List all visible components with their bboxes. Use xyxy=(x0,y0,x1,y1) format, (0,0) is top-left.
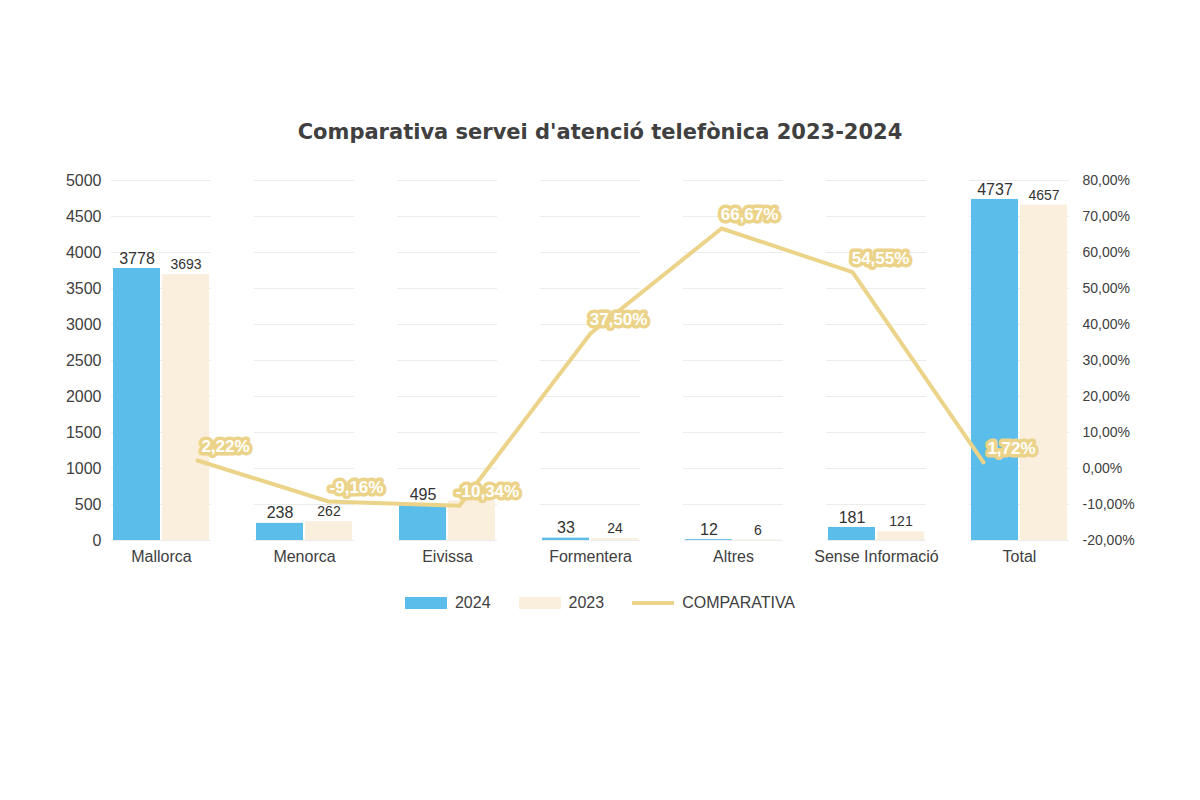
svg-text:33: 33 xyxy=(557,519,575,536)
svg-text:12: 12 xyxy=(700,521,718,538)
svg-text:3000: 3000 xyxy=(66,316,102,333)
svg-text:-9,16%: -9,16% xyxy=(330,478,384,497)
svg-text:1500: 1500 xyxy=(66,424,102,441)
svg-text:66,67%: 66,67% xyxy=(721,205,779,224)
svg-text:0,00%: 0,00% xyxy=(1083,460,1123,476)
svg-text:4500: 4500 xyxy=(66,208,102,225)
svg-text:495: 495 xyxy=(410,486,437,503)
svg-text:181: 181 xyxy=(839,509,866,526)
svg-text:70,00%: 70,00% xyxy=(1083,208,1130,224)
svg-text:2500: 2500 xyxy=(66,352,102,369)
html-text:2024: 2024 xyxy=(455,594,491,611)
svg-text:40,00%: 40,00% xyxy=(1083,316,1130,332)
svg-text:4657: 4657 xyxy=(1028,187,1059,203)
svg-text:1000: 1000 xyxy=(66,460,102,477)
svg-text:Eivissa: Eivissa xyxy=(422,548,473,565)
svg-text:4737: 4737 xyxy=(977,181,1013,198)
svg-text:6: 6 xyxy=(754,522,762,538)
svg-text:30,00%: 30,00% xyxy=(1083,352,1130,368)
svg-text:Altres: Altres xyxy=(713,548,754,565)
svg-text:-10,00%: -10,00% xyxy=(1083,496,1135,512)
svg-text:50,00%: 50,00% xyxy=(1083,280,1130,296)
svg-text:1,72%: 1,72% xyxy=(987,439,1035,458)
svg-text:0: 0 xyxy=(93,532,102,549)
svg-text:37,50%: 37,50% xyxy=(590,310,648,329)
html-text:COMPARATIVA: COMPARATIVA xyxy=(682,594,795,611)
svg-text:121: 121 xyxy=(889,513,913,529)
svg-text:24: 24 xyxy=(607,520,623,536)
svg-text:Total: Total xyxy=(1003,548,1037,565)
svg-text:3778: 3778 xyxy=(119,250,155,267)
svg-text:10,00%: 10,00% xyxy=(1083,424,1130,440)
svg-text:238: 238 xyxy=(267,504,294,521)
svg-text:20,00%: 20,00% xyxy=(1083,388,1130,404)
svg-text:80,00%: 80,00% xyxy=(1083,172,1130,188)
svg-text:4000: 4000 xyxy=(66,244,102,261)
svg-text:Formentera: Formentera xyxy=(549,548,632,565)
svg-text:-20,00%: -20,00% xyxy=(1083,532,1135,548)
svg-text:Mallorca: Mallorca xyxy=(131,548,192,565)
svg-text:3500: 3500 xyxy=(66,280,102,297)
html-text:2023: 2023 xyxy=(568,594,605,611)
svg-text:2,22%: 2,22% xyxy=(201,437,249,456)
svg-text:Menorca: Menorca xyxy=(273,548,335,565)
html-text:Comparativa servei d'atenció t: Comparativa servei d'atenció telefònica … xyxy=(297,120,903,144)
svg-text:5000: 5000 xyxy=(66,172,102,189)
svg-text:-10,34%: -10,34% xyxy=(456,482,519,501)
svg-text:262: 262 xyxy=(317,503,341,519)
svg-text:500: 500 xyxy=(75,496,102,513)
svg-text:2000: 2000 xyxy=(66,388,102,405)
svg-text:60,00%: 60,00% xyxy=(1083,244,1130,260)
svg-text:54,55%: 54,55% xyxy=(852,249,910,268)
svg-text:3693: 3693 xyxy=(170,256,201,272)
svg-text:Sense Informació: Sense Informació xyxy=(814,548,939,565)
